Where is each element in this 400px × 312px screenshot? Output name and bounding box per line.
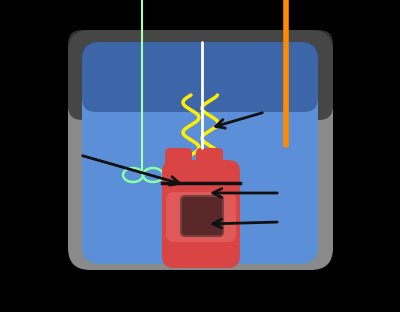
FancyBboxPatch shape [166, 192, 236, 242]
FancyBboxPatch shape [82, 42, 318, 264]
FancyBboxPatch shape [82, 42, 318, 112]
FancyBboxPatch shape [68, 30, 333, 120]
FancyBboxPatch shape [68, 30, 333, 270]
FancyBboxPatch shape [165, 148, 192, 170]
FancyBboxPatch shape [181, 196, 223, 236]
FancyBboxPatch shape [162, 160, 240, 268]
FancyBboxPatch shape [196, 148, 223, 170]
